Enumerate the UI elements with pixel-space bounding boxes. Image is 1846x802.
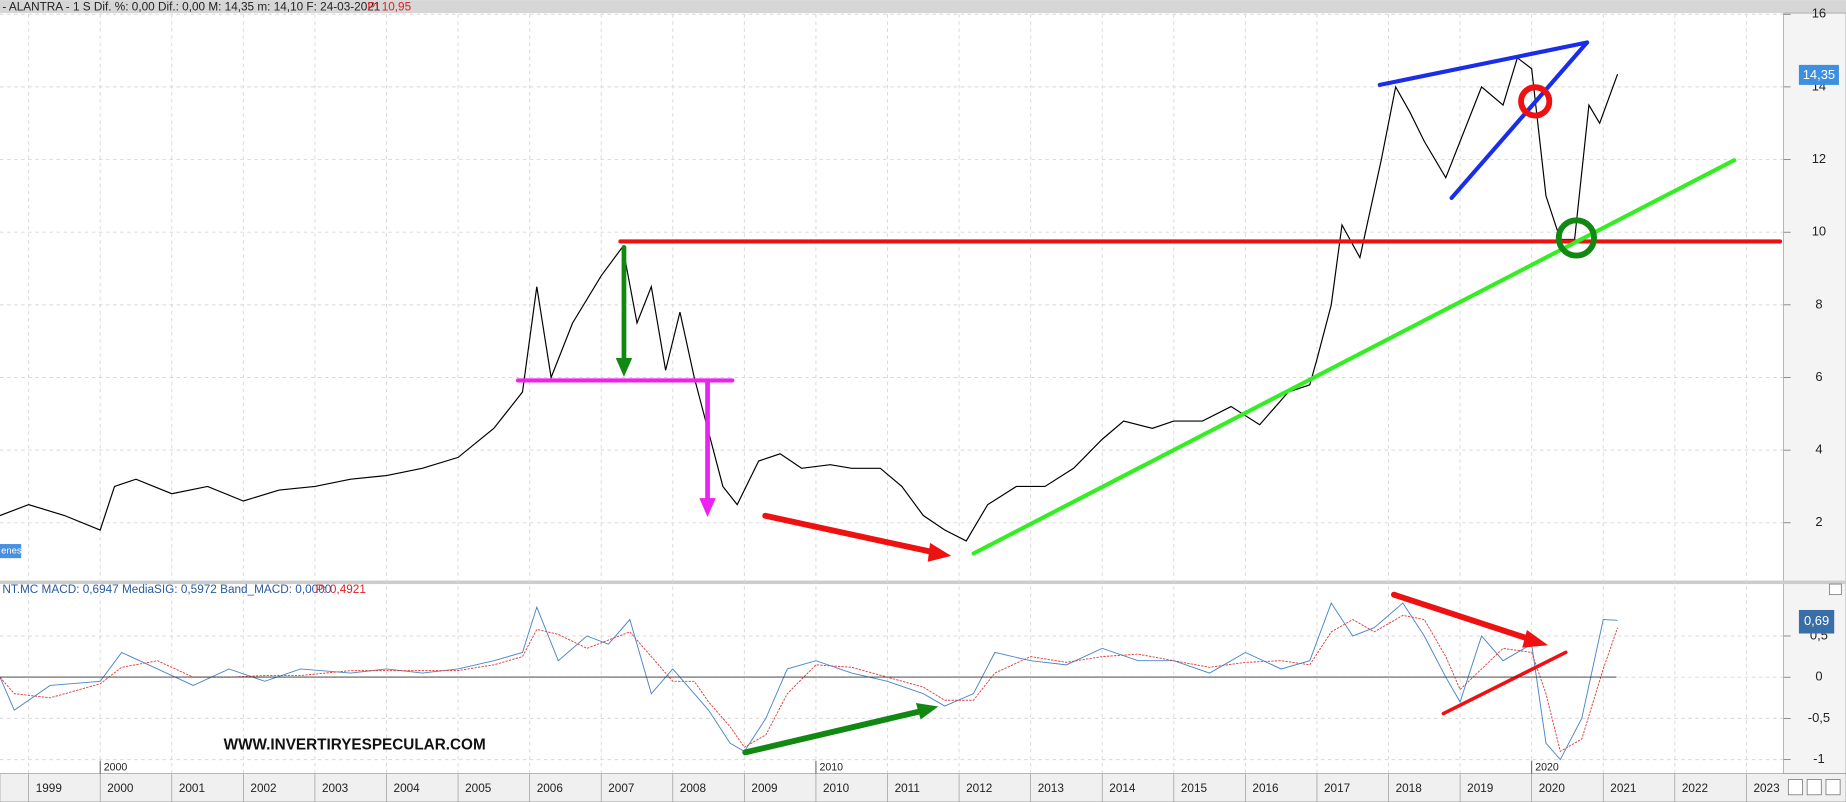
x-axis-bar	[0, 773, 1846, 802]
y-tick-label: 12	[1812, 151, 1826, 166]
x-tick-label: 2004	[394, 782, 421, 795]
x-tick-label: 2019	[1467, 782, 1493, 795]
divergence-line	[1441, 650, 1568, 716]
y-tick-label: 6	[1815, 369, 1822, 384]
side-tag-box	[0, 544, 22, 559]
x-tick-label: 2017	[1324, 782, 1350, 795]
right-axis	[1783, 12, 1846, 774]
arrow-head	[1522, 629, 1549, 648]
x-tick-label: 2000	[107, 782, 134, 795]
x-tick-label: 2015	[1181, 782, 1208, 795]
button[interactable]	[1787, 779, 1803, 796]
y-tick-label: -0,5	[1808, 710, 1830, 725]
y-tick-label: 4	[1815, 442, 1822, 457]
button[interactable]	[1825, 779, 1841, 796]
circle-marker	[1518, 84, 1553, 119]
y-tick-label: 10	[1812, 224, 1826, 239]
arrow	[742, 708, 924, 756]
decade-label: 2000	[104, 762, 128, 774]
wedge-bottom	[1449, 40, 1590, 200]
x-tick-label: 2010	[823, 782, 850, 795]
y-tick-label: 8	[1815, 296, 1822, 311]
header-bar	[0, 0, 1846, 14]
macd-header: NT.MC MACD: 0,6947 MediaSIG: 0,5972 Band…	[2, 583, 331, 596]
macd-tag-box	[1798, 609, 1835, 634]
button[interactable]	[1806, 779, 1822, 796]
side-tag: enes	[1, 545, 22, 556]
annotations	[515, 40, 1783, 756]
window-buttons[interactable]	[1787, 583, 1842, 796]
y-tick-label: 16	[1812, 6, 1826, 21]
x-tick-label: 2023	[1753, 782, 1780, 795]
x-tick-label: 2003	[322, 782, 349, 795]
watermark: WWW.INVERTIRYESPECULAR.COM	[224, 736, 486, 753]
x-tick-label: 2008	[680, 782, 707, 795]
x-tick-label: 2022	[1682, 782, 1708, 795]
x-tick-label: 2014	[1109, 782, 1136, 795]
x-tick-label: 2005	[465, 782, 492, 795]
x-tick-label: 2007	[608, 782, 634, 795]
arrow-head	[927, 542, 952, 562]
x-tick-label: 2002	[250, 782, 276, 795]
trend-line	[971, 158, 1737, 556]
series-line	[0, 601, 1618, 761]
price-tag-box	[1798, 64, 1839, 85]
arrow	[1390, 591, 1534, 643]
arrow-head	[915, 702, 939, 720]
price-tag: 14,35	[1803, 67, 1835, 82]
y-tick-label: -1	[1813, 751, 1825, 766]
x-tick-label: 2018	[1396, 782, 1423, 795]
macd-header-p: P: 0,4921	[316, 583, 366, 596]
x-tick-label: 2012	[966, 782, 992, 795]
x-tick-label: 1999	[36, 782, 62, 795]
x-tick-label: 2011	[895, 782, 920, 795]
x-tick-label: 2021	[1610, 782, 1636, 795]
x-tick-label: 2020	[1539, 782, 1566, 795]
x-tick-label: 2013	[1038, 782, 1065, 795]
x-tick-label: 2006	[537, 782, 564, 795]
series-line	[0, 56, 1619, 542]
panel-separator	[0, 580, 1846, 585]
price-header-p: P: 10,95	[367, 0, 411, 13]
wedge-top	[1377, 40, 1590, 87]
arrow-head	[615, 358, 633, 377]
arrow	[762, 512, 937, 556]
decade-label: 2020	[1535, 762, 1559, 774]
macd-tag: 0,69	[1804, 613, 1829, 628]
y-tick-label: 2	[1815, 514, 1822, 529]
marks	[0, 56, 1619, 761]
circle-marker	[1555, 217, 1598, 259]
y-tick-label: 0	[1815, 669, 1822, 684]
decade-label: 2010	[819, 762, 843, 774]
price-header: - ALANTRA - 1 S Dif. %: 0,00 Dif.: 0,00 …	[2, 0, 380, 13]
button[interactable]	[1829, 583, 1842, 596]
series-line	[0, 614, 1619, 753]
x-tick-label: 2016	[1252, 782, 1279, 795]
arrow-head	[699, 498, 716, 517]
x-tick-label: 2009	[751, 782, 777, 795]
x-tick-label: 2001	[179, 782, 205, 795]
